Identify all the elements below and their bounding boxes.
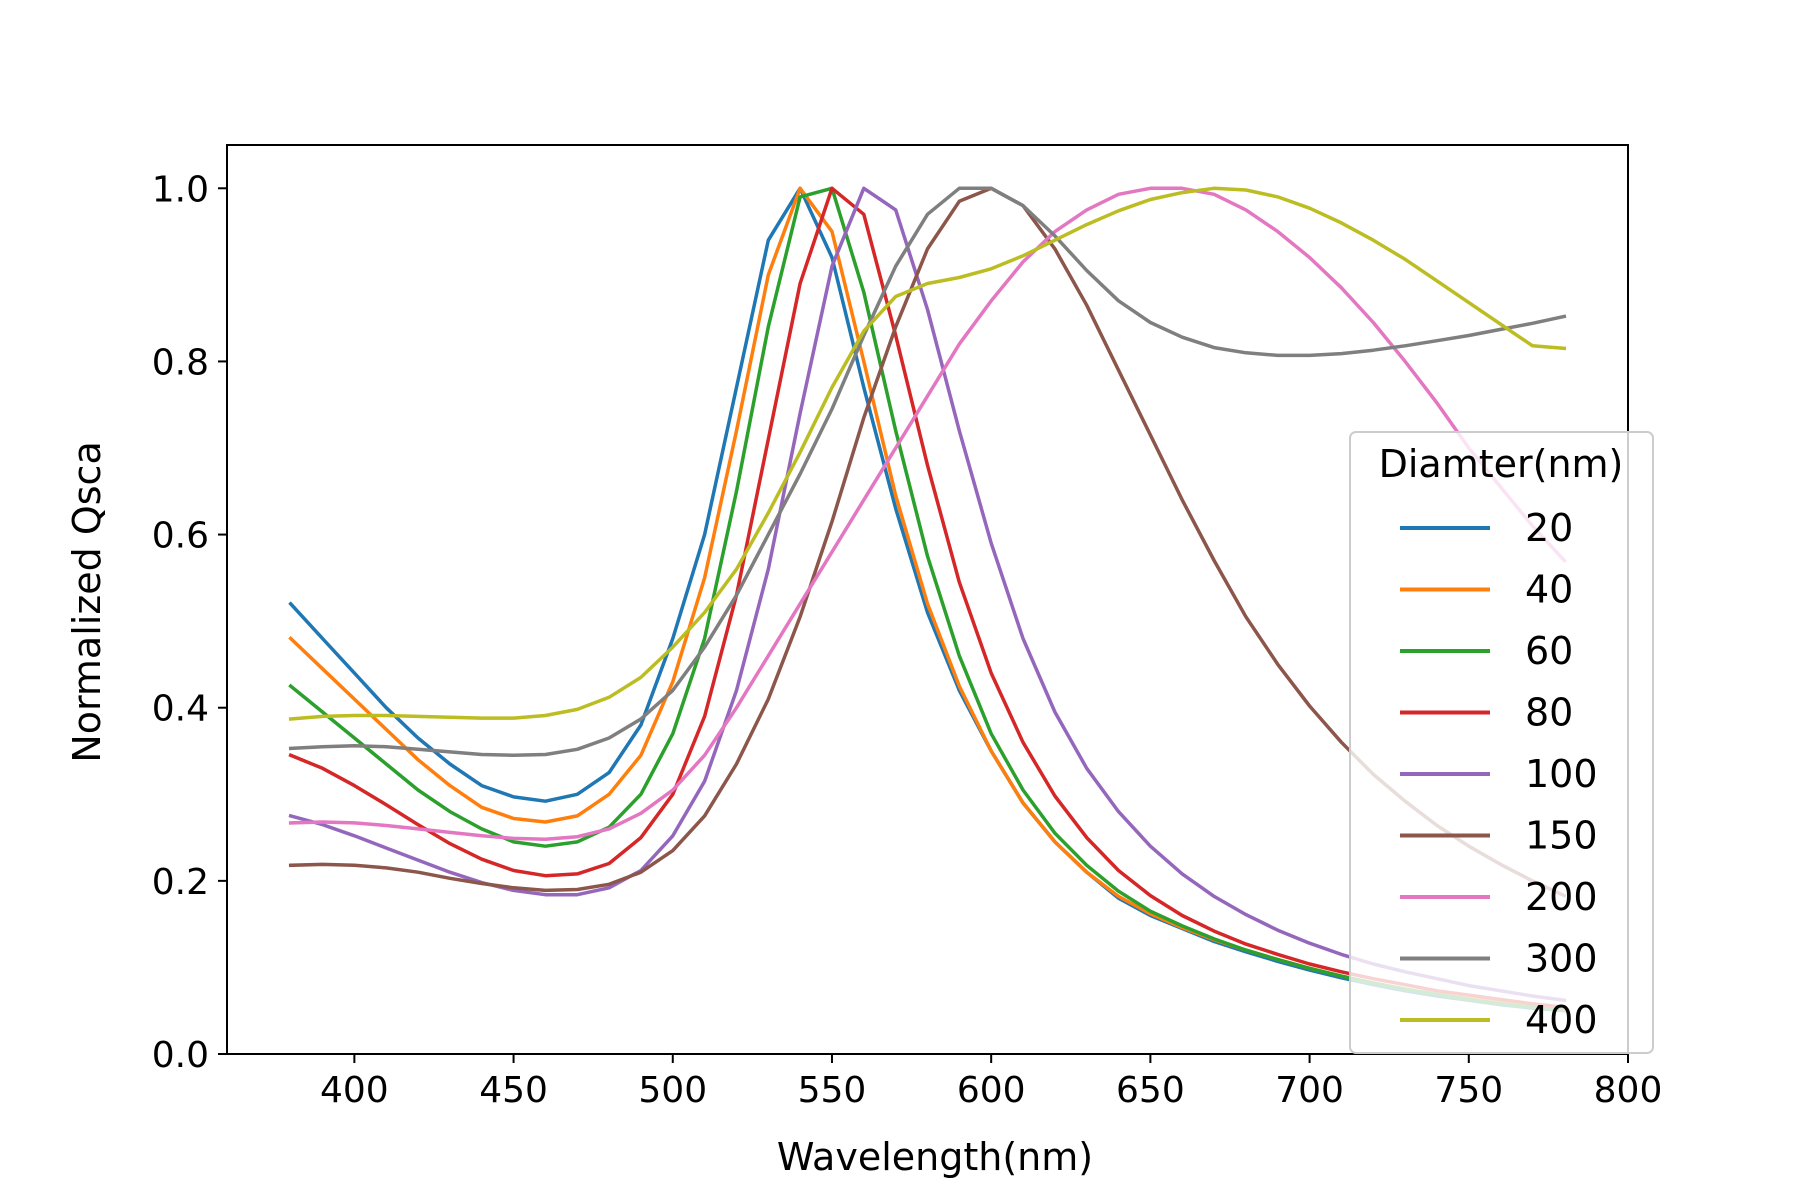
y-tick-label: 0.8 <box>152 342 209 383</box>
legend-items: 20 40 60 80 100 150 200 300 400 <box>1400 506 1598 1042</box>
series-line-200 <box>288 186 1567 842</box>
legend-box <box>1349 431 1654 1054</box>
x-axis-title: Wavelength(nm) <box>777 1135 1093 1179</box>
x-tick-label: 750 <box>1434 1070 1503 1111</box>
x-tick-label: 600 <box>957 1070 1026 1111</box>
x-tick-label: 650 <box>1116 1070 1185 1111</box>
x-tick-label: 800 <box>1594 1070 1663 1111</box>
y-axis-title: Normalized Qsca <box>65 441 109 762</box>
legend-label-300: 300 <box>1525 937 1598 981</box>
x-tick-label: 400 <box>320 1070 389 1111</box>
legend-label-100: 100 <box>1525 752 1598 796</box>
legend: Diamter(nm) 20 40 60 80 100 150 200 300 400 <box>1349 431 1654 1054</box>
legend-label-80: 80 <box>1525 691 1573 735</box>
series-line-400 <box>288 186 1567 721</box>
x-tick-label: 700 <box>1275 1070 1344 1111</box>
y-tick-label: 0.0 <box>152 1035 209 1076</box>
y-axis-ticks: 0.0 0.2 0.4 0.6 0.8 1.0 <box>152 169 227 1076</box>
y-tick-label: 0.2 <box>152 862 209 903</box>
series-line-300 <box>288 186 1567 758</box>
x-tick-label: 550 <box>798 1070 867 1111</box>
legend-label-200: 200 <box>1525 875 1598 919</box>
x-tick-label: 450 <box>479 1070 548 1111</box>
legend-label-20: 20 <box>1525 506 1573 550</box>
y-tick-label: 1.0 <box>152 169 209 210</box>
legend-title: Diamter(nm) <box>1379 442 1624 486</box>
x-tick-label: 500 <box>638 1070 707 1111</box>
plot-area <box>226 144 1629 1055</box>
y-tick-label: 0.6 <box>152 516 209 557</box>
legend-label-150: 150 <box>1525 814 1598 858</box>
y-tick-label: 0.4 <box>152 689 209 730</box>
x-axis-ticks: 400 450 500 550 600 650 700 750 800 <box>320 1054 1662 1111</box>
legend-label-60: 60 <box>1525 629 1573 673</box>
legend-label-400: 400 <box>1525 998 1598 1042</box>
legend-label-40: 40 <box>1525 568 1573 612</box>
